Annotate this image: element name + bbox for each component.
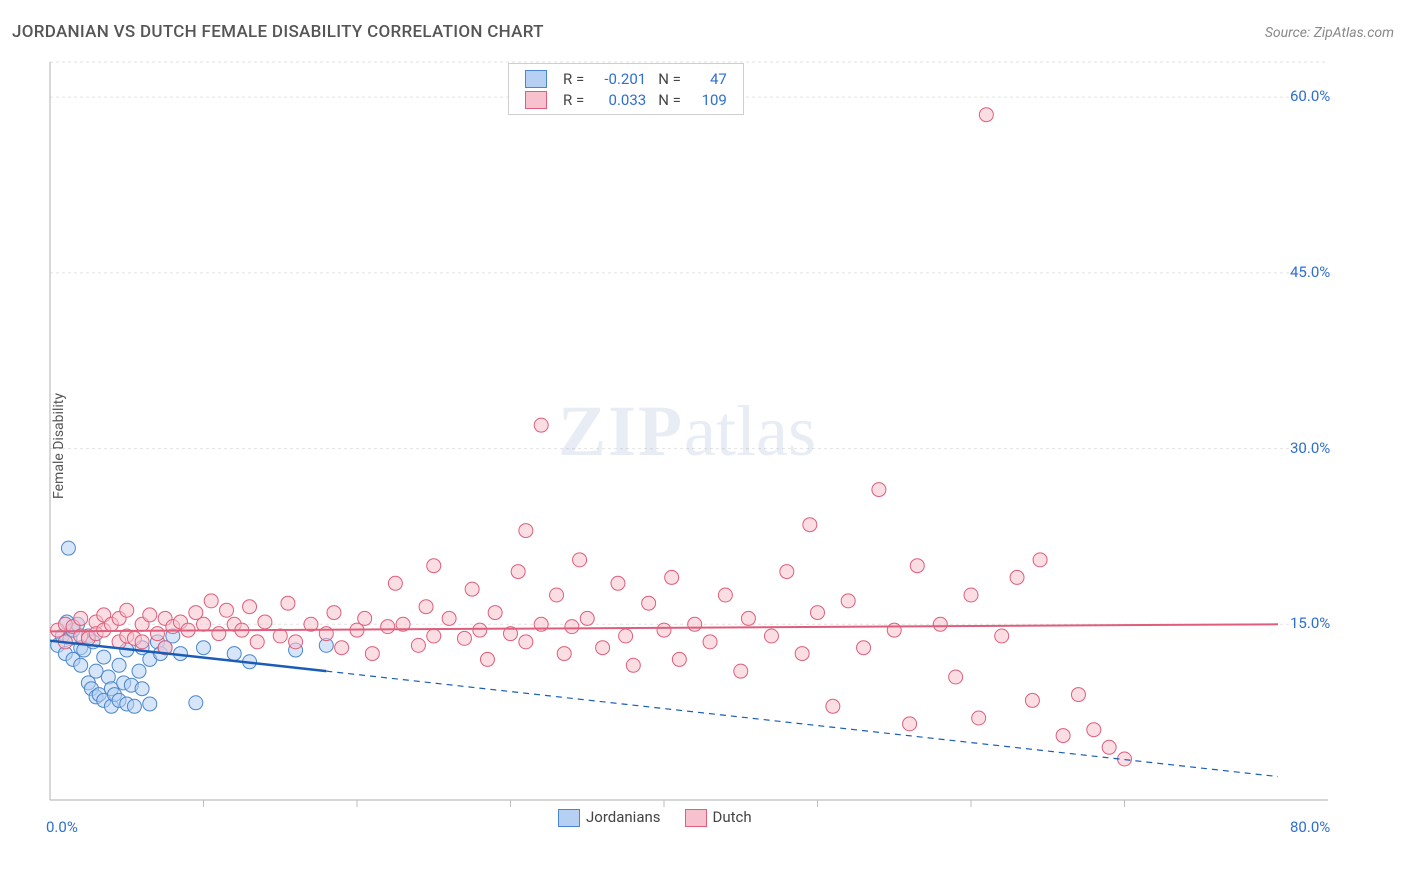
series-legend: Jordanians Dutch <box>558 808 776 827</box>
legend-item-label: Jordanians <box>586 808 661 826</box>
legend-swatch-icon <box>558 809 580 827</box>
y-tick-label: 30.0% <box>1290 439 1330 457</box>
legend-swatch-icon <box>525 91 547 109</box>
legend-row: R =0.033N =109 <box>519 89 733 110</box>
legend-item-label: Dutch <box>713 808 752 826</box>
header-bar: JORDANIAN VS DUTCH FEMALE DISABILITY COR… <box>12 22 1394 42</box>
correlation-legend: R =-0.201N =47R =0.033N =109 <box>508 63 744 115</box>
legend-swatch-icon <box>525 70 547 88</box>
y-tick-label: 45.0% <box>1290 263 1330 281</box>
x-tick-label: 0.0% <box>46 818 78 836</box>
scatter-plot-svg <box>48 60 1338 830</box>
legend-item: Dutch <box>685 808 752 826</box>
y-tick-label: 15.0% <box>1290 614 1330 632</box>
y-tick-label: 60.0% <box>1290 87 1330 105</box>
source-attribution: Source: ZipAtlas.com <box>1265 25 1394 41</box>
chart-title: JORDANIAN VS DUTCH FEMALE DISABILITY COR… <box>12 22 544 42</box>
plot-area: ZIPatlas R =-0.201N =47R =0.033N =109 Jo… <box>48 60 1338 830</box>
legend-item: Jordanians <box>558 808 661 826</box>
legend-row: R =-0.201N =47 <box>519 68 733 89</box>
x-tick-label: 80.0% <box>1290 818 1330 836</box>
legend-swatch-icon <box>685 809 707 827</box>
